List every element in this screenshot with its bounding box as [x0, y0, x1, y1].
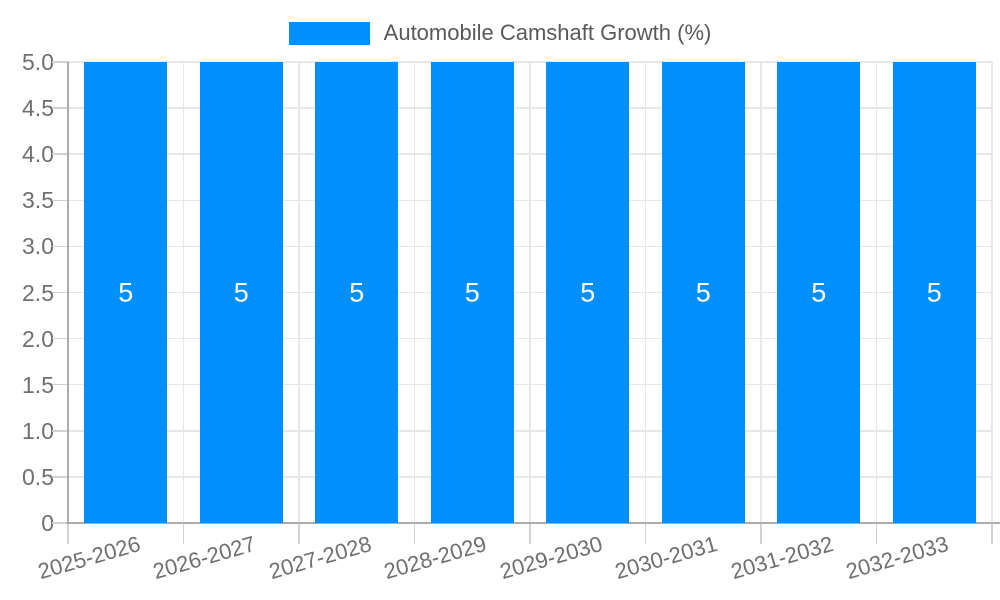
y-axis-tick [52, 199, 68, 202]
y-axis-tick [52, 107, 68, 109]
x-tick-label: 2032-2033 [843, 531, 952, 585]
bar-value-label: 5 [464, 277, 480, 307]
bar: 5 [84, 62, 168, 523]
x-axis-tick [413, 524, 416, 544]
bar-value-label: 5 [349, 277, 365, 307]
x-tick-label: 2028-2029 [381, 531, 490, 585]
bar: 5 [315, 62, 399, 523]
x-axis-line [66, 521, 1000, 524]
x-tick-label: 2027-2028 [265, 531, 374, 585]
x-axis-tick [991, 524, 993, 544]
y-axis-tick [52, 291, 68, 294]
y-tick-label: 1.0 [22, 417, 54, 444]
bar-value-label: 5 [580, 277, 596, 307]
gridline-vertical [644, 62, 647, 523]
bar: 5 [892, 62, 976, 523]
plot-area: 5 5 5 5 5 5 5 5 [52, 61, 1000, 544]
gridline-vertical [298, 62, 300, 523]
bar-value-label: 5 [811, 277, 827, 307]
x-tick-label: 2030-2031 [612, 531, 721, 585]
y-tick-label: 2.0 [22, 325, 54, 352]
y-tick-label: 1.5 [22, 371, 54, 398]
y-tick-label: 2.5 [22, 279, 54, 306]
y-tick-label: 4.0 [22, 141, 54, 168]
bar-value-label: 5 [926, 277, 942, 307]
gridline-vertical [529, 62, 531, 523]
legend: Automobile Camshaft Growth (%) [0, 20, 1000, 46]
y-tick-label: 5.0 [22, 49, 54, 75]
y-tick-label: 3.0 [22, 233, 54, 260]
gridline-vertical [875, 62, 878, 523]
y-axis-tick [52, 522, 68, 524]
x-axis-tick [875, 524, 878, 544]
x-tick-label: 2025-2026 [34, 531, 143, 585]
gridline-vertical [991, 62, 993, 523]
y-tick-label: 0 [41, 510, 54, 536]
y-tick-label: 3.5 [22, 187, 54, 214]
x-axis-tick [298, 524, 300, 544]
x-axis-tick [644, 524, 647, 544]
y-axis-tick [52, 430, 68, 432]
x-tick-label: 2029-2030 [496, 531, 605, 585]
bar-value-label: 5 [233, 277, 249, 307]
y-tick-label: 4.5 [22, 95, 54, 122]
bar: 5 [777, 62, 861, 523]
bar: 5 [546, 62, 630, 523]
y-axis-line [67, 62, 69, 524]
bar-value-label: 5 [695, 277, 711, 307]
bar: 5 [661, 62, 745, 523]
y-axis-tick [52, 476, 68, 478]
x-tick-label: 2031-2032 [727, 531, 836, 585]
bar: 5 [430, 62, 514, 523]
x-axis-tick [529, 524, 531, 544]
y-axis-tick [52, 337, 68, 340]
legend-marker-icon [288, 21, 370, 45]
bar-value-label: 5 [118, 277, 134, 307]
x-axis-tick [67, 524, 69, 544]
x-tick-label: 2026-2027 [150, 531, 259, 585]
y-axis-tick [52, 245, 68, 248]
x-axis-tick [182, 524, 185, 544]
y-axis-tick [52, 383, 68, 386]
y-tick-label: 0.5 [22, 463, 54, 490]
y-axis-tick [52, 61, 68, 63]
legend-item[interactable]: Automobile Camshaft Growth (%) [288, 20, 712, 46]
gridline-vertical [182, 62, 185, 523]
y-axis-tick [52, 153, 68, 155]
gridline-vertical [413, 62, 416, 523]
bar: 5 [199, 62, 283, 523]
x-axis-tick [760, 524, 762, 544]
gridline-vertical [760, 62, 762, 523]
legend-label: Automobile Camshaft Growth (%) [383, 20, 712, 45]
